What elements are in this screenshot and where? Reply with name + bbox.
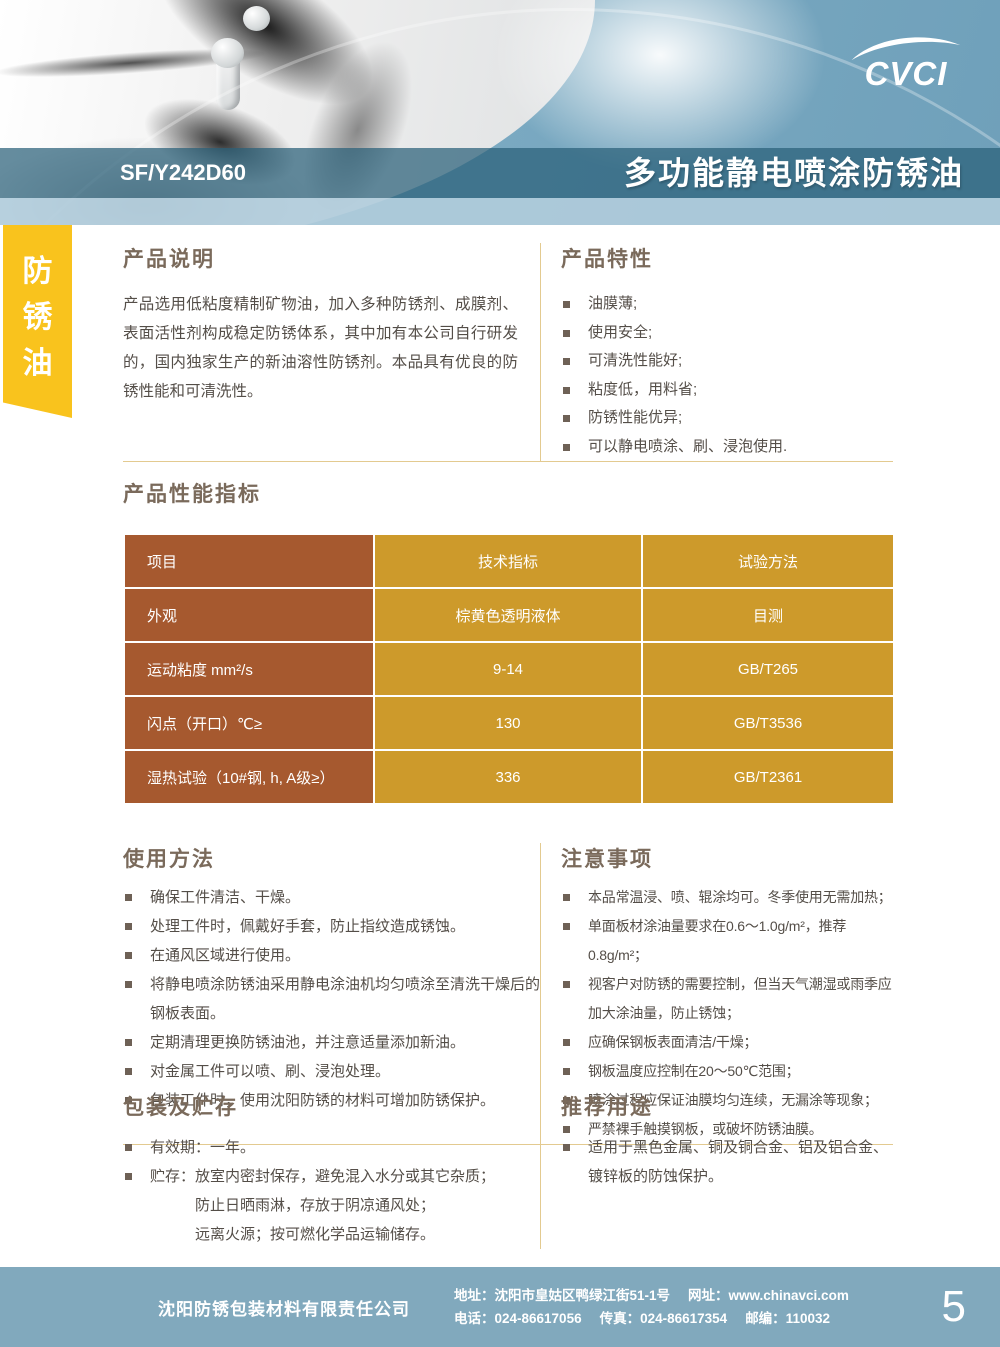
storage-line: 防止日晒雨淋，存放于阴凉通风处； bbox=[195, 1197, 436, 1214]
cell-value: 9-14 bbox=[375, 643, 641, 695]
cell-value: 130 bbox=[375, 697, 641, 749]
zip-text: 邮编：110032 bbox=[745, 1311, 830, 1326]
website-text: 网址：www.chinavci.com bbox=[688, 1288, 849, 1303]
cell-method: 目测 bbox=[643, 589, 893, 641]
cell-item: 外观 bbox=[125, 589, 373, 641]
product-title: 多功能静电喷涂防锈油 bbox=[623, 155, 964, 191]
section-packaging-storage: 包装及贮存 有效期：一年。 贮存： 放室内密封保存，避免混入水分或其它杂质； 防… bbox=[123, 1075, 540, 1249]
title-band: SF/Y242D60 多功能静电喷涂防锈油 bbox=[0, 148, 1000, 198]
header-cell: 技术指标 bbox=[375, 535, 641, 587]
company-name: 沈阳防锈包装材料有限责任公司 bbox=[158, 1299, 410, 1319]
cell-method: GB/T2361 bbox=[643, 751, 893, 803]
section-product-features: 产品特性 油膜薄; 使用安全; 可清洗性能好; 粘度低，用料省; 防锈性能优异;… bbox=[540, 243, 893, 461]
list-item: 使用安全; bbox=[561, 319, 893, 348]
list-item: 防锈性能优异; bbox=[561, 404, 893, 433]
table-row: 运动粘度 mm²/s 9-14 GB/T265 bbox=[125, 643, 893, 695]
table-header-row: 项目 技术指标 试验方法 bbox=[125, 535, 893, 587]
uses-list: 适用于黑色金属、铜及铜合金、铝及铝合金、镀锌板的防蚀保护。 bbox=[561, 1133, 893, 1191]
table-row: 外观 棕黄色透明液体 目测 bbox=[125, 589, 893, 641]
header-cell: 试验方法 bbox=[643, 535, 893, 587]
list-item: 单面板材涂油量要求在0.6～1.0g/m²，推荐0.8g/m²； bbox=[561, 912, 893, 970]
section-precautions: 注意事项 本品常温浸、喷、辊涂均可。冬季使用无需加热； 单面板材涂油量要求在0.… bbox=[540, 843, 893, 1144]
list-item: 对金属工件可以喷、刷、浸泡处理。 bbox=[123, 1057, 540, 1086]
section-product-description: 产品说明 产品选用低粘度精制矿物油，加入多种防锈剂、成膜剂、表面活性剂构成稳定防… bbox=[123, 243, 540, 461]
product-code: SF/Y242D60 bbox=[120, 160, 246, 185]
logo-text: CVCI bbox=[864, 55, 948, 92]
list-item: 定期清理更换防锈油池，并注意适量添加新油。 bbox=[123, 1028, 540, 1057]
section-title: 产品说明 bbox=[123, 248, 215, 271]
contact-line: 电话：024-86617056 传真：024-86617354 邮编：11003… bbox=[454, 1307, 849, 1330]
section-title: 使用方法 bbox=[123, 848, 215, 871]
list-item: 包装工件时，使用沈阳防锈的材料可增加防锈保护。 bbox=[123, 1086, 540, 1115]
tab-char: 防 bbox=[22, 255, 53, 288]
cell-value: 棕黄色透明液体 bbox=[375, 589, 641, 641]
cell-item: 运动粘度 mm²/s bbox=[125, 643, 373, 695]
tab-char: 锈 bbox=[22, 301, 53, 334]
cell-value: 336 bbox=[375, 751, 641, 803]
section-performance-specs: 产品性能指标 项目 技术指标 试验方法 外观 棕黄色透明液体 目测 运动粘度 m… bbox=[123, 478, 893, 805]
page-number: 5 bbox=[941, 1282, 966, 1331]
list-item: 有效期：一年。 bbox=[123, 1133, 540, 1162]
fax-text: 传真：024-86617354 bbox=[599, 1311, 728, 1326]
list-item: 可以静电喷涂、刷、浸泡使用. bbox=[561, 433, 893, 462]
section-title: 注意事项 bbox=[561, 848, 653, 871]
features-list: 油膜薄; 使用安全; 可清洗性能好; 粘度低，用料省; 防锈性能优异; 可以静电… bbox=[561, 290, 893, 461]
list-item: 油膜薄; bbox=[561, 290, 893, 319]
tab-char: 油 bbox=[22, 347, 53, 380]
section-recommended-uses: 推荐用途 适用于黑色金属、铜及铜合金、铝及铝合金、镀锌板的防蚀保护。 bbox=[540, 1075, 893, 1249]
list-item: 确保工件清洁、干燥。 bbox=[123, 883, 540, 912]
description-paragraph: 产品选用低粘度精制矿物油，加入多种防锈剂、成膜剂、表面活性剂构成稳定防锈体系，其… bbox=[123, 296, 518, 400]
storage-list: 有效期：一年。 贮存： 放室内密封保存，避免混入水分或其它杂质； 防止日晒雨淋，… bbox=[123, 1133, 540, 1249]
droplet bbox=[211, 38, 244, 68]
list-item: 粘度低，用料省; bbox=[561, 376, 893, 405]
storage-label: 贮存： bbox=[150, 1168, 196, 1185]
specs-table: 项目 技术指标 试验方法 外观 棕黄色透明液体 目测 运动粘度 mm²/s 9-… bbox=[123, 533, 895, 805]
storage-lines: 放室内密封保存，避免混入水分或其它杂质； 防止日晒雨淋，存放于阴凉通风处； 远离… bbox=[195, 1162, 495, 1249]
table-row: 闪点（开口）℃≥ 130 GB/T3536 bbox=[125, 697, 893, 749]
row-usage-notes: 使用方法 确保工件清洁、干燥。 处理工件时，佩戴好手套，防止指纹造成锈蚀。 在通… bbox=[123, 843, 893, 1145]
storage-line: 远离火源；按可燃化学品运输储存。 bbox=[195, 1226, 436, 1243]
row-description-features: 产品说明 产品选用低粘度精制矿物油，加入多种防锈剂、成膜剂、表面活性剂构成稳定防… bbox=[123, 243, 893, 462]
storage-line: 放室内密封保存，避免混入水分或其它杂质； bbox=[195, 1168, 496, 1185]
list-item: 严禁裸手触摸钢板，或破坏防锈油膜。 bbox=[561, 1115, 893, 1144]
section-usage-method: 使用方法 确保工件清洁、干燥。 处理工件时，佩戴好手套，防止指纹造成锈蚀。 在通… bbox=[123, 843, 540, 1144]
section-title: 推荐用途 bbox=[561, 1096, 653, 1119]
precautions-list: 本品常温浸、喷、辊涂均可。冬季使用无需加热； 单面板材涂油量要求在0.6～1.0… bbox=[561, 883, 893, 1144]
category-tab-anti-rust-oil: 防 锈 油 bbox=[3, 225, 72, 418]
list-item: 可清洗性能好; bbox=[561, 347, 893, 376]
section-title: 产品特性 bbox=[561, 248, 653, 271]
list-item: 在通风区域进行使用。 bbox=[123, 941, 540, 970]
contact-line: 地址：沈阳市皇姑区鸭绿江街51-1号 网址：www.chinavci.com bbox=[454, 1284, 849, 1307]
list-item: 本品常温浸、喷、辊涂均可。冬季使用无需加热； bbox=[561, 883, 893, 912]
contact-info: 地址：沈阳市皇姑区鸭绿江街51-1号 网址：www.chinavci.com 电… bbox=[454, 1284, 849, 1330]
list-item: 应确保钢板表面清洁/干燥； bbox=[561, 1028, 893, 1057]
cvci-logo: CVCI bbox=[848, 32, 964, 90]
section-title: 产品性能指标 bbox=[123, 483, 261, 506]
cell-item: 闪点（开口）℃≥ bbox=[125, 697, 373, 749]
page-header: CVCI SF/Y242D60 多功能静电喷涂防锈油 bbox=[0, 0, 1000, 225]
list-item: 喷涂过程应保证油膜均匀连续，无漏涂等现象； bbox=[561, 1086, 893, 1115]
cell-method: GB/T3536 bbox=[643, 697, 893, 749]
light-blue-strip bbox=[0, 198, 1000, 225]
cell-item: 湿热试验（10#钢, h, A级≥） bbox=[125, 751, 373, 803]
list-item-storage: 贮存： 放室内密封保存，避免混入水分或其它杂质； 防止日晒雨淋，存放于阴凉通风处… bbox=[123, 1162, 540, 1249]
list-item: 适用于黑色金属、铜及铜合金、铝及铝合金、镀锌板的防蚀保护。 bbox=[561, 1133, 893, 1191]
usage-list: 确保工件清洁、干燥。 处理工件时，佩戴好手套，防止指纹造成锈蚀。 在通风区域进行… bbox=[123, 883, 540, 1115]
page-footer: 沈阳防锈包装材料有限责任公司 地址：沈阳市皇姑区鸭绿江街51-1号 网址：www… bbox=[0, 1267, 1000, 1347]
section-title: 包装及贮存 bbox=[123, 1096, 238, 1119]
phone-text: 电话：024-86617056 bbox=[454, 1311, 582, 1326]
row-storage-uses: 包装及贮存 有效期：一年。 贮存： 放室内密封保存，避免混入水分或其它杂质； 防… bbox=[123, 1075, 893, 1249]
list-item: 钢板温度应控制在20～50℃范围； bbox=[561, 1057, 893, 1086]
table-row: 湿热试验（10#钢, h, A级≥） 336 GB/T2361 bbox=[125, 751, 893, 803]
list-item: 将静电喷涂防锈油采用静电涂油机均匀喷涂至清洗干燥后的钢板表面。 bbox=[123, 970, 540, 1028]
list-item: 视客户对防锈的需要控制，但当天气潮湿或雨季应加大涂油量，防止锈蚀； bbox=[561, 970, 893, 1028]
list-item: 处理工件时，佩戴好手套，防止指纹造成锈蚀。 bbox=[123, 912, 540, 941]
cell-method: GB/T265 bbox=[643, 643, 893, 695]
droplet bbox=[243, 6, 270, 31]
header-cell: 项目 bbox=[125, 535, 373, 587]
address-text: 地址：沈阳市皇姑区鸭绿江街51-1号 bbox=[454, 1288, 671, 1303]
logo-swoosh-icon bbox=[851, 37, 961, 61]
